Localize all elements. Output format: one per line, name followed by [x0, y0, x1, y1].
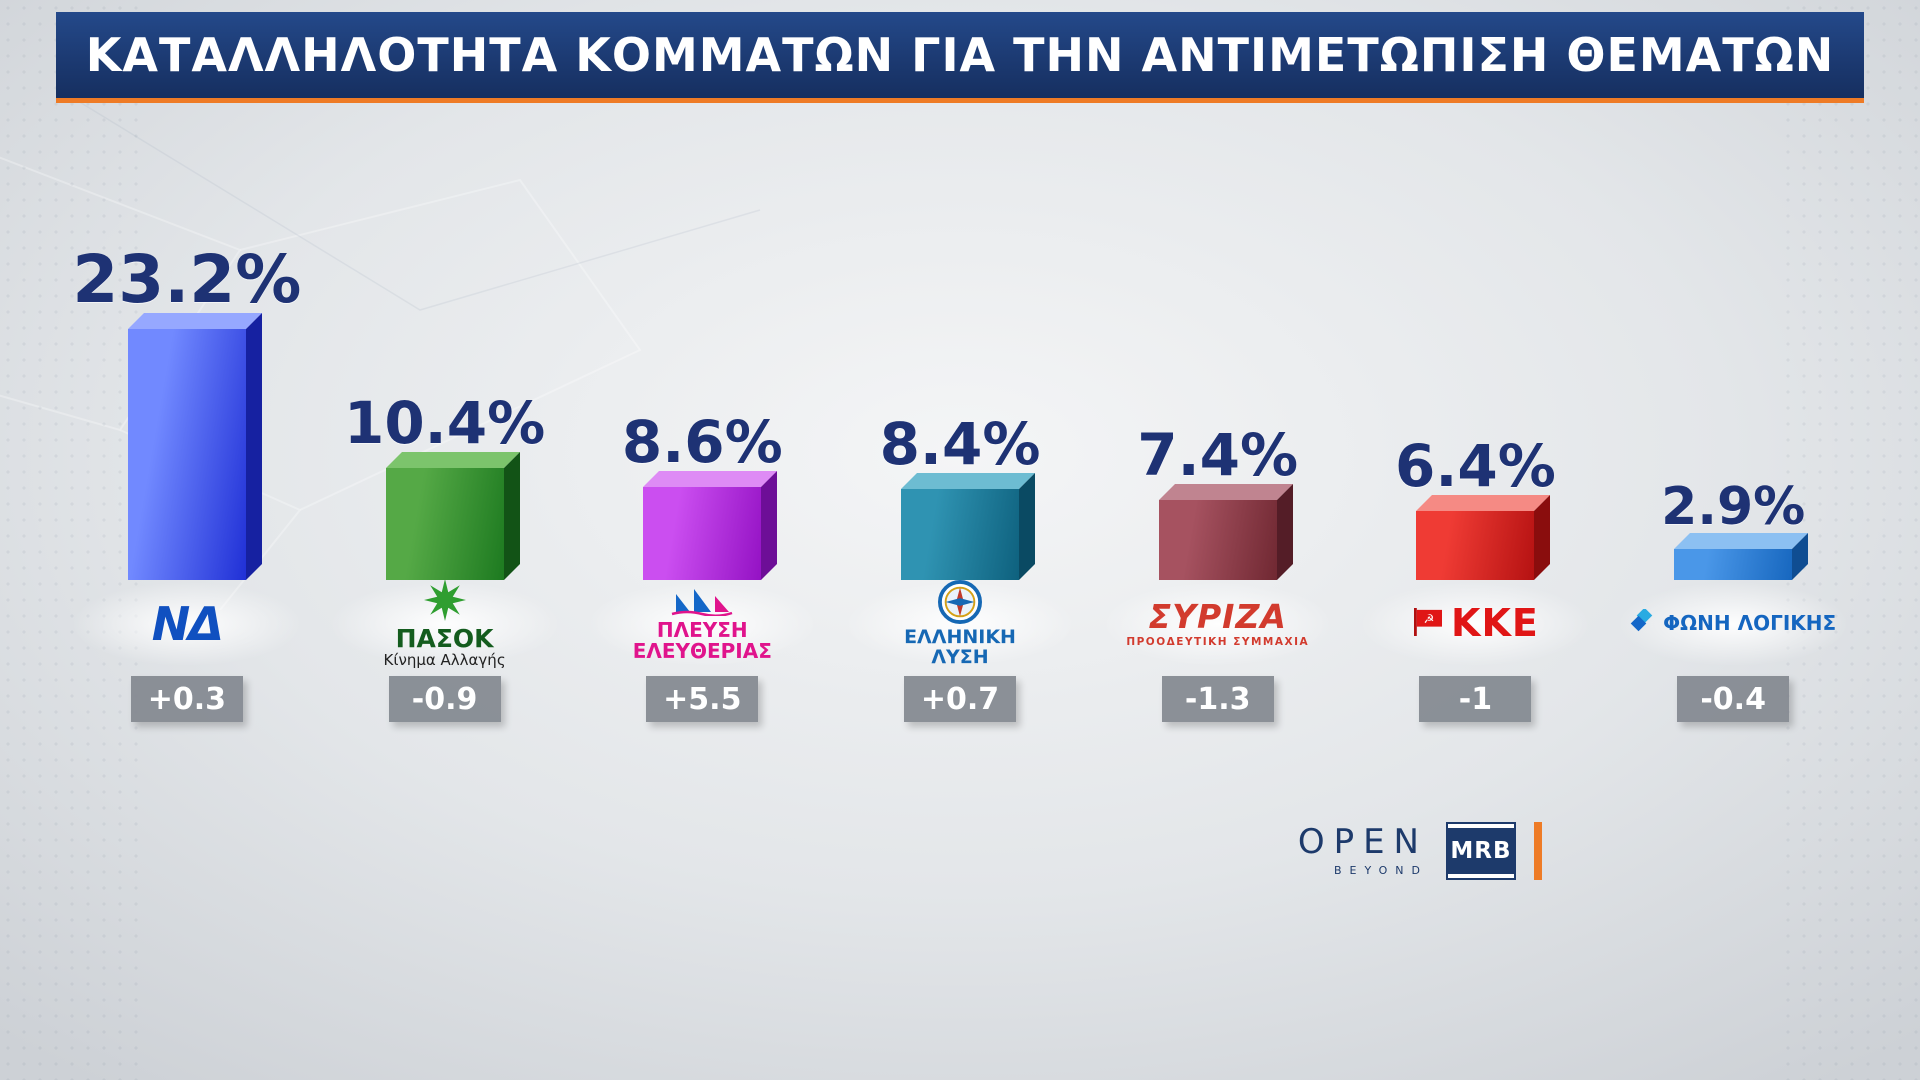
bar-columns: 23.2% ΝΔ +0.3 10.4% ΠΑΣΟΚ Κίνημα Αλλαγής -0.9 8…: [58, 122, 1862, 722]
foni-logikis-icon: [1630, 607, 1653, 632]
header-bar: ΚΑΤΑΛΛΗΛΟΤΗΤΑ ΚΟΜΜΑΤΩΝ ΓΙΑ ΤΗΝ ΑΝΤΙΜΕΤΩΠ…: [56, 12, 1864, 98]
elliniki-lysi-logo-text-line1: ΕΛΛΗΝΙΚΗ: [904, 625, 1016, 648]
kke-flag-icon: ☭: [1414, 608, 1443, 637]
bar-column-ellysi: 8.4% ΕΛΛΗΝΙΚΗ ΛΥΣΗ +0.7: [831, 122, 1089, 722]
change-badge-syriza: -1.3: [1161, 676, 1274, 722]
bar-column-pasok: 10.4% ΠΑΣΟΚ Κίνημα Αλλαγής -0.9: [316, 122, 574, 722]
value-label-ellysi: 8.4%: [879, 410, 1041, 478]
pasok-logo-text: ΠΑΣΟΚ: [395, 623, 494, 653]
bar-front-face: [385, 468, 504, 580]
bar-front-face: [1674, 549, 1793, 580]
foni-logikis-logo-text: ΦΩΝΗ ΛΟΓΙΚΗΣ: [1663, 611, 1837, 636]
open-logo-subtext: BEYOND: [1334, 864, 1428, 877]
bar-top-face: [1674, 533, 1809, 549]
kke-flag-icon: ☭: [1412, 608, 1444, 640]
bar-front-face: [1416, 511, 1535, 580]
bar-front-face: [1158, 500, 1277, 580]
plefsi-sails-icon: [670, 586, 734, 620]
syriza-logo-text: ΣΥΡΙΖΑ: [1148, 597, 1287, 637]
bar-front-face: [643, 487, 762, 580]
mrb-pollster-logo: MRB: [1448, 824, 1514, 878]
bar-column-foni: 2.9% ΦΩΝΗ ΛΟΓΙΚΗΣ -0.4: [1604, 122, 1862, 722]
syriza-logo: ΣΥΡΙΖΑ ΠΡΟΟΔΕΥΤΙΚΗ ΣΥΜΜΑΧΙΑ: [1102, 582, 1333, 666]
plefsi-sails-icon: [671, 589, 733, 618]
bar-top-face: [127, 313, 262, 329]
bar-side-face: [1276, 484, 1293, 580]
bar-pasok: [385, 452, 520, 580]
pasok-logo-subtext: Κίνημα Αλλαγής: [383, 651, 506, 670]
pasok-sun-icon: [423, 579, 466, 622]
nd-logo-text: ΝΔ: [151, 596, 224, 651]
bar-side-face: [503, 452, 520, 580]
foni-logikis-logo-row: ΦΩΝΗ ΛΟΓΙΚΗΣ: [1630, 607, 1837, 639]
bar-chart: 23.2% ΝΔ +0.3 10.4% ΠΑΣΟΚ Κίνημα Αλλαγής -0.9 8…: [58, 122, 1862, 722]
bar-top-face: [901, 473, 1036, 489]
value-label-nd: 23.2%: [72, 241, 302, 318]
bar-nd: [127, 313, 262, 580]
bar-side-face: [761, 471, 778, 580]
bar-plefsi: [643, 471, 778, 580]
plefsi-logo-text-line2: ΕΛΕΥΘΕΡΙΑΣ: [632, 638, 772, 663]
plefsi-logo: ΠΛΕΥΣΗ ΕΛΕΥΘΕΡΙΑΣ: [587, 582, 818, 666]
bar-column-kke: 6.4% ☭ ΚΚΕ -1: [1347, 122, 1605, 722]
ellysi-logo: ΕΛΛΗΝΙΚΗ ΛΥΣΗ: [845, 580, 1076, 668]
kke-logo-row: ☭ ΚΚΕ: [1412, 601, 1539, 646]
change-badge-ellysi: +0.7: [904, 676, 1017, 722]
pasok-sun-icon: [422, 579, 468, 625]
page-title: ΚΑΤΑΛΛΗΛΟΤΗΤΑ ΚΟΜΜΑΤΩΝ ΓΙΑ ΤΗΝ ΑΝΤΙΜΕΤΩΠ…: [85, 28, 1835, 82]
value-label-plefsi: 8.6%: [621, 408, 783, 476]
value-label-pasok: 10.4%: [343, 389, 546, 457]
bar-foni: [1674, 533, 1809, 580]
pasok-logo: ΠΑΣΟΚ Κίνημα Αλλαγής: [329, 579, 560, 670]
foni-logo: ΦΩΝΗ ΛΟΓΙΚΗΣ: [1618, 582, 1849, 666]
bar-top-face: [385, 452, 520, 468]
change-badge-kke: -1: [1419, 676, 1532, 722]
footer: OPEN BEYOND MRB: [1298, 822, 1542, 880]
bar-front-face: [127, 329, 246, 580]
open-logo-text: OPEN: [1297, 822, 1428, 862]
elliniki-lysi-logo-text-line2: ΛΥΣΗ: [931, 645, 989, 668]
bar-top-face: [1416, 495, 1551, 511]
elliniki-lysi-compass-icon: [938, 580, 983, 628]
change-badge-nd: +0.3: [130, 676, 243, 722]
bar-front-face: [901, 489, 1020, 580]
syriza-logo-subtext: ΠΡΟΟΔΕΥΤΙΚΗ ΣΥΜΜΑΧΙΑ: [1126, 635, 1310, 648]
elliniki-lysi-compass-icon: [938, 580, 983, 625]
nd-logo: ΝΔ: [71, 582, 302, 666]
bar-kke: [1416, 495, 1551, 580]
bar-top-face: [643, 471, 778, 487]
change-badge-pasok: -0.9: [388, 676, 501, 722]
kke-logo: ☭ ΚΚΕ: [1360, 582, 1591, 666]
open-channel-logo: OPEN BEYOND: [1298, 825, 1428, 877]
bar-side-face: [1534, 495, 1551, 580]
bar-ellysi: [901, 473, 1036, 580]
svg-text:☭: ☭: [1424, 612, 1435, 626]
bar-column-plefsi: 8.6% ΠΛΕΥΣΗ ΕΛΕΥΘΕΡΙΑΣ +5.5: [573, 122, 831, 722]
bar-column-syriza: 7.4% ΣΥΡΙΖΑ ΠΡΟΟΔΕΥΤΙΚΗ ΣΥΜΜΑΧΙΑ -1.3: [1089, 122, 1347, 722]
header-accent-line: [56, 98, 1864, 103]
footer-accent-bar: [1534, 822, 1542, 880]
plefsi-logo-text-line1: ΠΛΕΥΣΗ: [656, 617, 748, 642]
bar-syriza: [1158, 484, 1293, 580]
value-label-syriza: 7.4%: [1137, 421, 1299, 489]
value-label-foni: 2.9%: [1661, 477, 1806, 537]
bar-side-face: [245, 313, 262, 580]
change-badge-foni: -0.4: [1677, 676, 1790, 722]
bar-column-nd: 23.2% ΝΔ +0.3: [58, 122, 316, 722]
bar-top-face: [1158, 484, 1293, 500]
foni-logikis-icon: [1630, 607, 1656, 639]
bar-side-face: [1019, 473, 1036, 580]
kke-logo-text: ΚΚΕ: [1451, 601, 1539, 646]
change-badge-plefsi: +5.5: [646, 676, 759, 722]
value-label-kke: 6.4%: [1395, 432, 1556, 500]
